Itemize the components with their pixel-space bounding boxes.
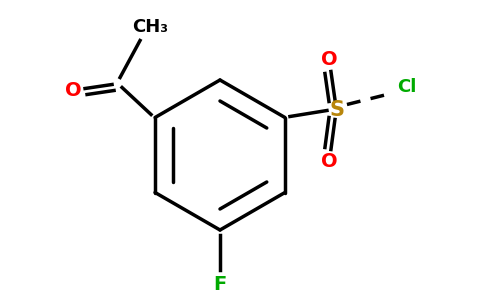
- Text: Cl: Cl: [397, 79, 417, 97]
- Text: O: O: [320, 50, 337, 69]
- Text: S: S: [330, 100, 345, 119]
- Text: F: F: [213, 275, 227, 295]
- Text: CH₃: CH₃: [132, 19, 168, 37]
- Text: O: O: [65, 81, 81, 100]
- Text: O: O: [320, 152, 337, 171]
